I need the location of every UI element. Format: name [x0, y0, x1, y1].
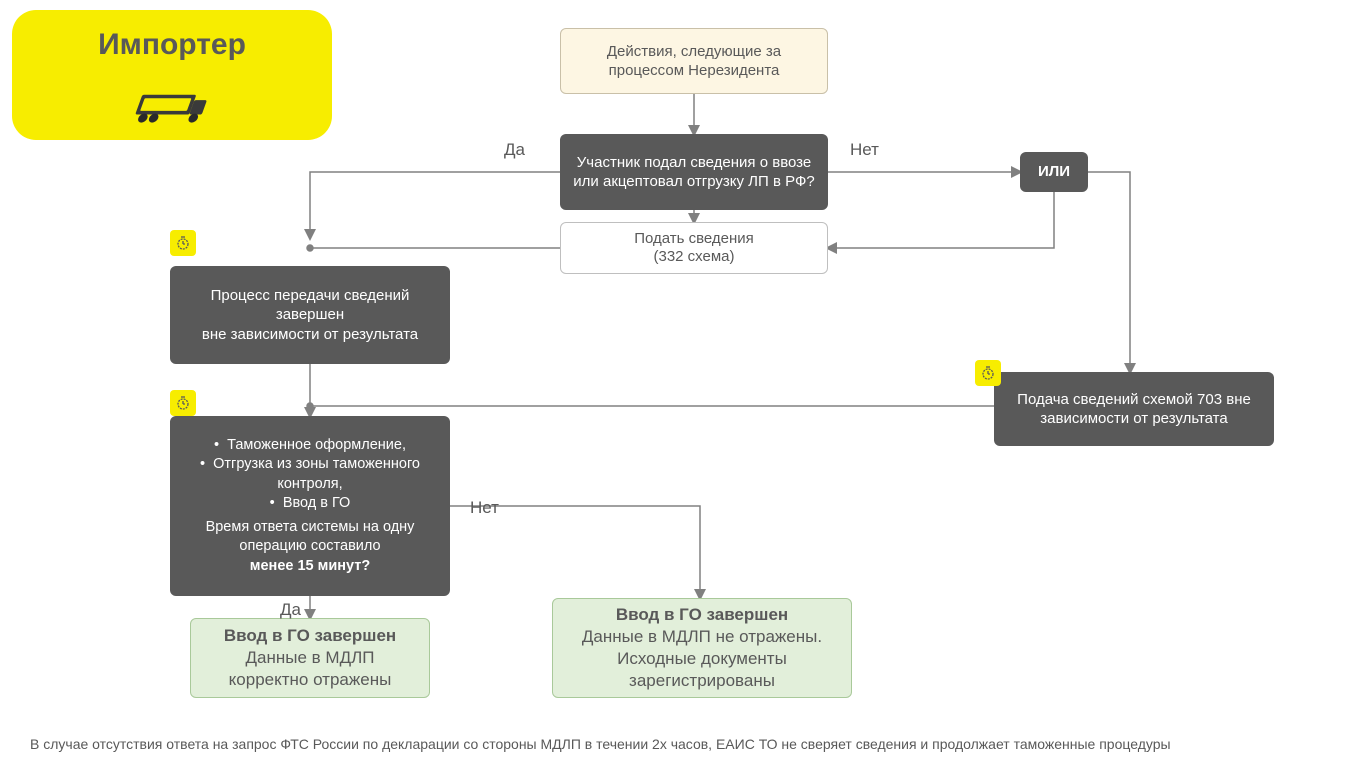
done-ok-title: Ввод в ГО завершен — [224, 625, 396, 647]
importer-title: Импортер — [98, 28, 246, 62]
customs-q1: Время ответа системы на одну операцию со… — [182, 518, 438, 557]
node-decision1-text: Участник подал сведения о ввозе или акце… — [572, 153, 816, 192]
node-submit703: Подача сведений схемой 703 вне зависимос… — [994, 372, 1274, 446]
edge-label-no: Нет — [850, 140, 879, 160]
node-submit703-text: Подача сведений схемой 703 вне зависимос… — [1006, 390, 1262, 429]
edge-label-yes: Да — [504, 140, 525, 160]
truck-icon — [127, 85, 217, 135]
timer-icon — [975, 360, 1001, 386]
node-customs: • Таможенное оформление, • Отгрузка из з… — [170, 416, 450, 596]
customs-q2: менее 15 минут? — [250, 557, 370, 577]
done-partial-l2: Исходные документы — [617, 648, 787, 670]
importer-badge: Импортер — [12, 10, 332, 140]
done-ok-l2: корректно отражены — [229, 669, 392, 691]
node-decision1: Участник подал сведения о ввозе или акце… — [560, 134, 828, 210]
node-submit332-l1: Подать сведения — [634, 230, 754, 248]
done-partial-title: Ввод в ГО завершен — [616, 604, 788, 626]
node-process-done: Процесс передачи сведений завершен вне з… — [170, 266, 450, 364]
customs-bullets: • Таможенное оформление, • Отгрузка из з… — [182, 436, 438, 514]
done-ok-l1: Данные в МДЛП — [246, 647, 375, 669]
node-done-partial: Ввод в ГО завершен Данные в МДЛП не отра… — [552, 598, 852, 698]
node-done-ok: Ввод в ГО завершен Данные в МДЛП коррект… — [190, 618, 430, 698]
node-submit332-l2: (332 схема) — [653, 248, 734, 266]
footnote: В случае отсутствия ответа на запрос ФТС… — [30, 736, 1330, 752]
done-partial-l3: зарегистрированы — [629, 670, 775, 692]
done-partial-l1: Данные в МДЛП не отражены. — [582, 626, 822, 648]
node-or: ИЛИ — [1020, 152, 1088, 192]
timer-icon — [170, 230, 196, 256]
node-submit332: Подать сведения (332 схема) — [560, 222, 828, 274]
node-start: Действия, следующие за процессом Нерезид… — [560, 28, 828, 94]
edge-label-no: Нет — [470, 498, 499, 518]
edge-label-yes: Да — [280, 600, 301, 620]
node-process-done-text: Процесс передачи сведений завершен вне з… — [182, 286, 438, 345]
timer-icon — [170, 390, 196, 416]
node-or-text: ИЛИ — [1038, 162, 1070, 182]
node-start-text: Действия, следующие за процессом Нерезид… — [573, 42, 815, 81]
